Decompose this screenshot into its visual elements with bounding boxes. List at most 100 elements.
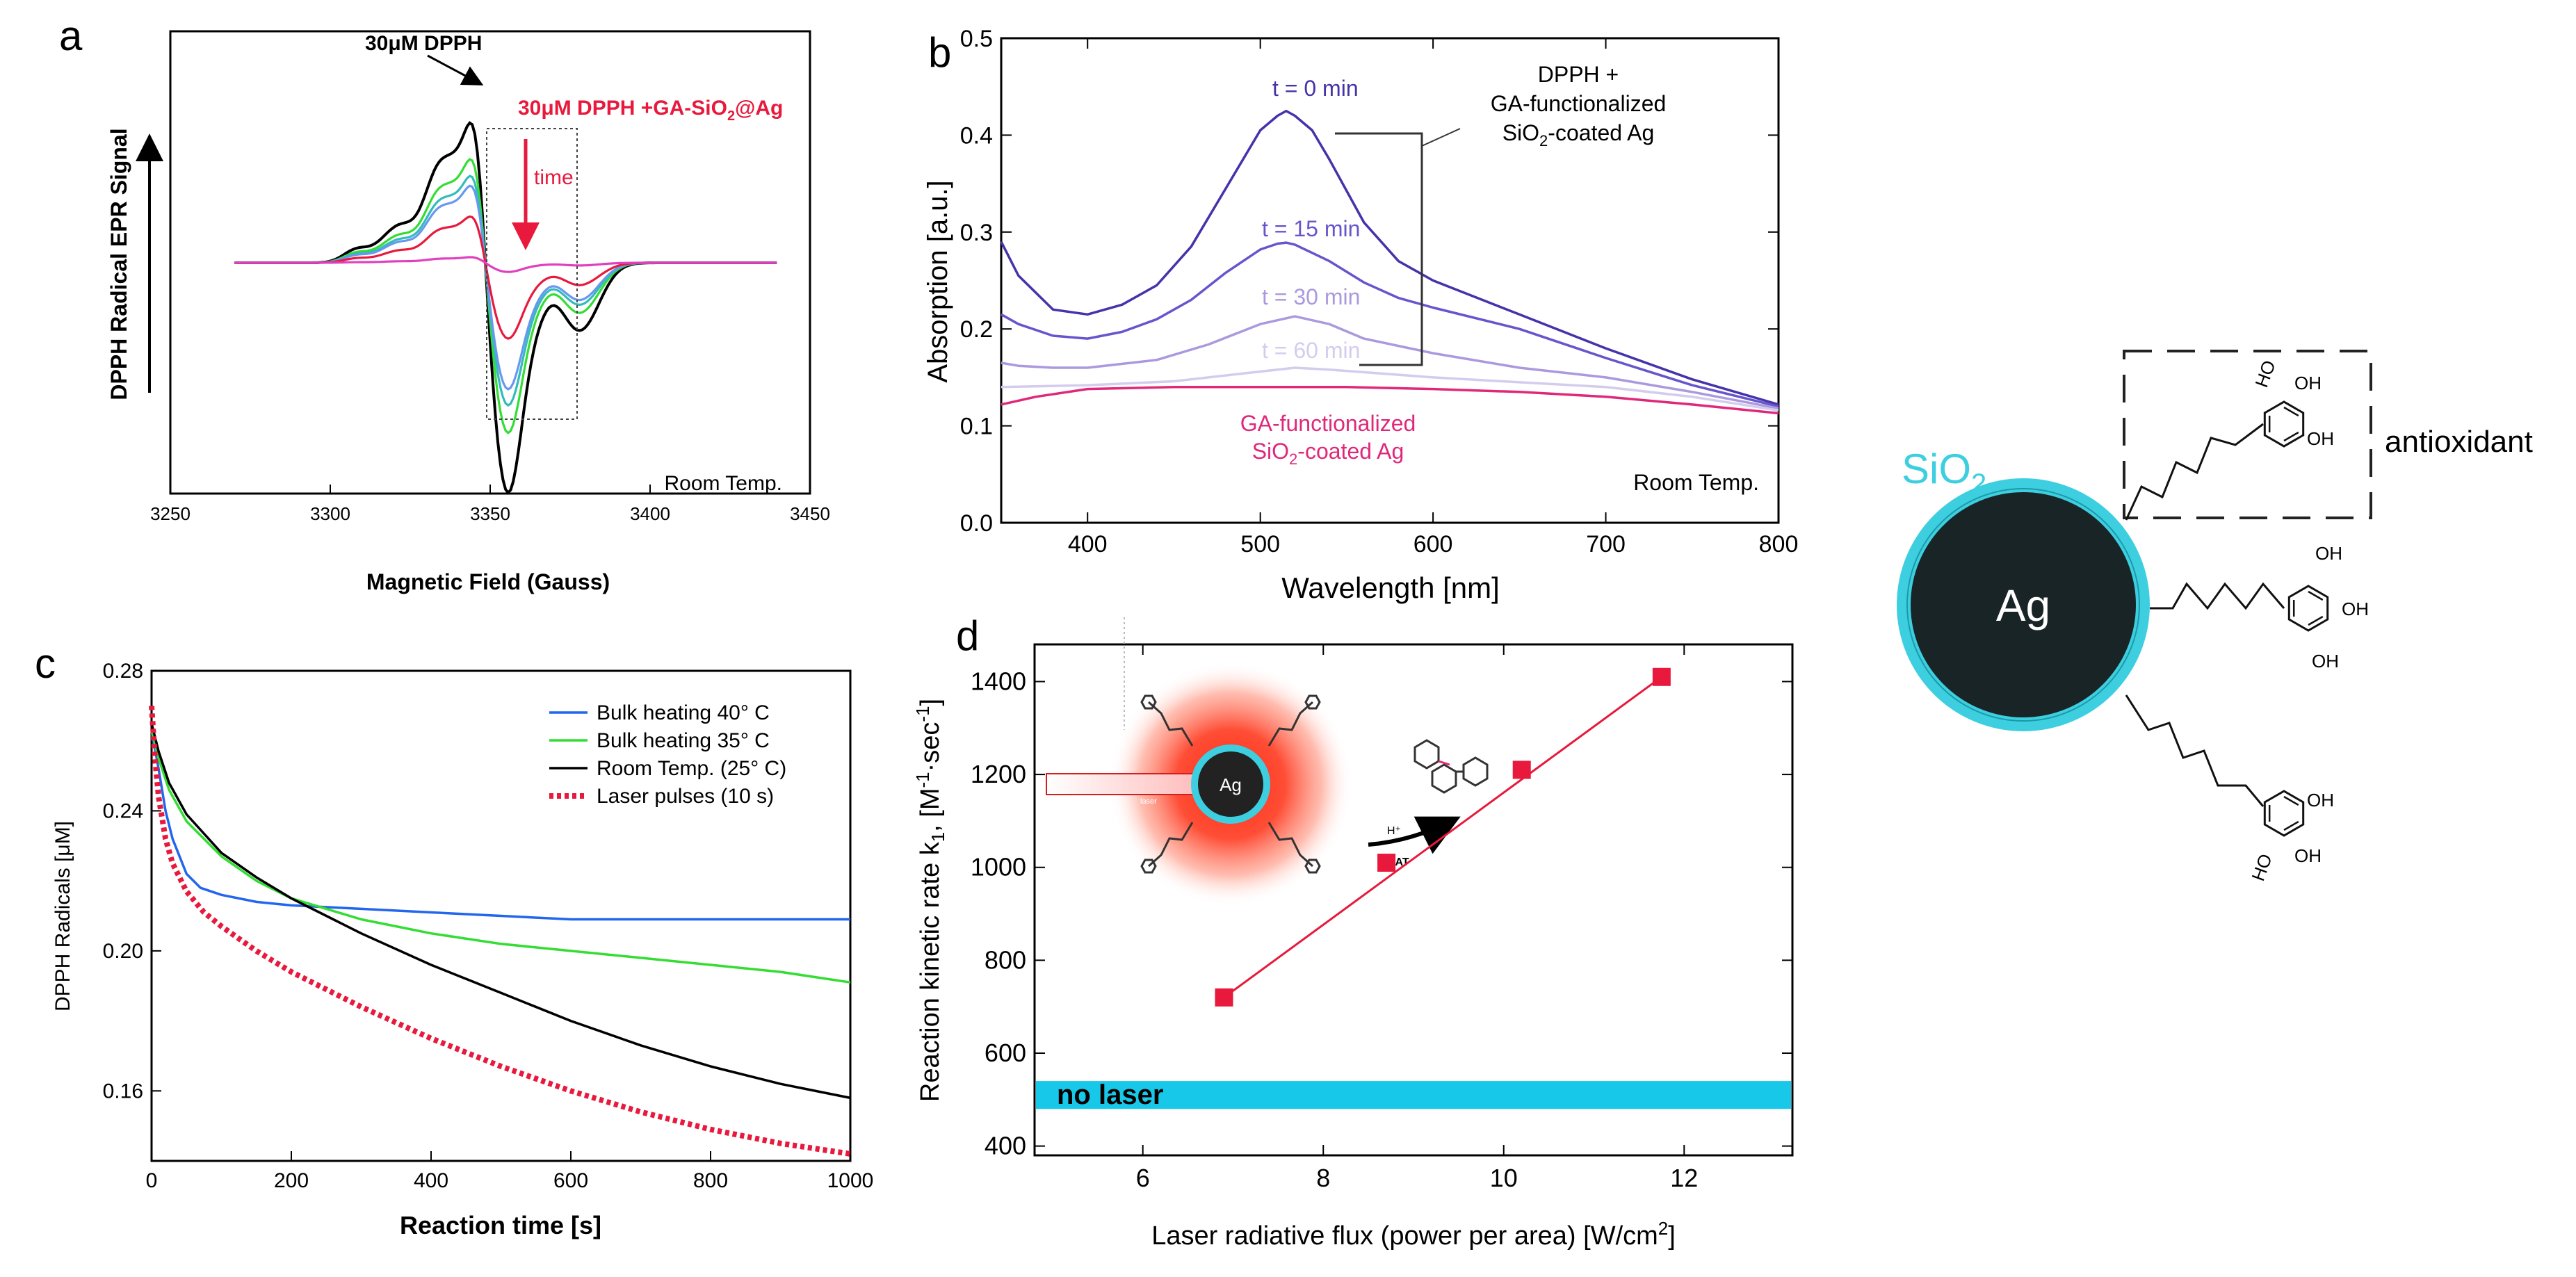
panel-c-ytick-label: 0.20 (103, 940, 143, 963)
panel-d-rate: 6 8 10 12 400 600 800 1000 1200 1400 laser Ag H⁺ … (912, 617, 1794, 1251)
label-t0: t = 0 min (1272, 76, 1359, 101)
panel-d-xtick-label: 6 (1136, 1164, 1150, 1192)
panel-b-ticks: 400 500 600 700 800 0.0 0.1 0.2 0.3 0.4 0.5 (960, 26, 1799, 558)
panel-c-ytick-label: 0.28 (103, 660, 143, 683)
panel-c-ytick-label: 0.16 (103, 1080, 143, 1103)
panel-b-xlabel: Wavelength [nm] (1281, 571, 1500, 604)
label-t60: t = 60 min (1262, 338, 1360, 363)
panel-c-legend-label: Bulk heating 40° C (597, 701, 770, 724)
ligand-double-bond (2283, 406, 2299, 417)
inset-ligand-chain (1267, 701, 1313, 747)
panel-b-ytick-label: 0.3 (960, 220, 993, 246)
panel-d-xtick-label: 10 (1490, 1164, 1518, 1192)
panel-d-ytick-label: 1000 (971, 853, 1026, 881)
ag-core (1911, 492, 2136, 717)
panel-d-ytick-label: 800 (985, 945, 1026, 974)
panel-b-ytick-label: 0.5 (960, 26, 993, 52)
label-t15: t = 15 min (1262, 216, 1360, 241)
panel-a-epr: 3250 3300 3350 3400 3450 DPPH Radical EPR Si… (106, 30, 830, 594)
panel-b-ytick-label: 0.4 (960, 122, 993, 149)
panel-b-ytick-label: 0.0 (960, 510, 993, 537)
inset-ligands (1140, 694, 1321, 874)
ligand-chain (2125, 423, 2264, 521)
panel-b-spectrum (1001, 315, 1779, 410)
panel-a-ga-label: 30μM DPPH +GA-SiO2@Ag (518, 97, 783, 124)
panel-c-legend: Bulk heating 40° C Bulk heating 35° C Room… (549, 701, 786, 808)
inset-laser-label: laser (1140, 797, 1157, 806)
panel-c-xtick-label: 0 (146, 1169, 158, 1192)
panel-letter-a: a (59, 13, 83, 59)
panel-b-legend-pointer (1421, 128, 1461, 147)
panel-a-spectrum (234, 121, 777, 495)
panel-a-xlabel: Magnetic Field (Gauss) (366, 569, 610, 594)
panel-d-point (1377, 854, 1396, 872)
panel-a-spectrum (234, 256, 777, 273)
ligand-chain (2150, 582, 2285, 610)
particle-schematic: Ag SiO2 antioxidant HO OH OH OH OH OH OH OH HO (1897, 350, 2533, 884)
panel-c-xtick-label: 800 (693, 1169, 728, 1192)
ligand-oh-label: OH (2312, 651, 2339, 672)
panel-c-legend-label: Room Temp. (25° C) (597, 757, 786, 780)
ligand-ho-label: HO (2251, 357, 2280, 390)
panel-b-ytick-label: 0.1 (960, 414, 993, 440)
label-t30: t = 30 min (1262, 284, 1360, 309)
panel-a-xtick-label: 3350 (470, 503, 510, 524)
ligand-oh-label: OH (2315, 543, 2342, 564)
antioxidant-label: antioxidant (2385, 425, 2533, 459)
panel-d-ytick-label: 1200 (971, 760, 1026, 788)
panel-letter-b: b (928, 29, 951, 76)
inset-h-label: H⁺ (1387, 825, 1401, 837)
panel-c-xtick-label: 400 (414, 1169, 448, 1192)
panel-d-ytick-label: 400 (985, 1132, 1026, 1160)
panel-b-absorption: 400 500 600 700 800 0.0 0.1 0.2 0.3 0.4 0.5 Absorp… (923, 26, 1798, 604)
panel-c-legend-label: Bulk heating 35° C (597, 729, 770, 752)
panel-b-xtick-label: 600 (1413, 531, 1453, 558)
panel-d-points (1215, 667, 1671, 1007)
panel-a-dpph-label: 30μM DPPH (365, 32, 482, 55)
inset-ligand-chain (1267, 822, 1313, 868)
inset-ag-particle (1191, 745, 1270, 824)
no-laser-band-rect (1036, 1081, 1791, 1109)
panel-c-ticks: 0 200 400 600 800 1000 0.16 0.20 0.24 0.28 (103, 660, 874, 1192)
dpph-molecule-icon (1413, 739, 1489, 794)
ligand-oh-label: OH (2307, 428, 2334, 449)
panel-d-frame (1033, 643, 1794, 1157)
panel-c-xlabel: Reaction time [s] (400, 1211, 601, 1239)
panel-d-ytick-label: 1400 (971, 667, 1026, 695)
panel-a-xtick-label: 3300 (310, 503, 350, 524)
panel-b-spectrum (1001, 366, 1779, 412)
panel-d-fit-line (1223, 676, 1662, 999)
panel-b-ga-line1: GA-functionalized (1240, 411, 1416, 436)
panel-b-ylabel: Absorption [a.u.] (923, 180, 953, 382)
panel-b-xtick-label: 700 (1586, 531, 1626, 558)
ligand-double-bond (2283, 431, 2299, 442)
panel-b-frame (1000, 37, 1780, 524)
ligand-double-bond (2283, 795, 2299, 806)
panel-b-spectrum (1001, 241, 1779, 408)
panel-a-time-label: time (534, 166, 574, 189)
ligand-ho-label: HO (2247, 851, 2276, 884)
panel-b-xtick-label: 400 (1068, 531, 1108, 558)
panel-b-spectra (1000, 109, 1779, 415)
panel-b-legend-line3: SiO2-coated Ag (1502, 120, 1655, 149)
antioxidant-box (2123, 350, 2372, 519)
panel-d-ylabel: Reaction kinetic rate k1, [M-1·sec-1] (912, 699, 948, 1102)
panel-a-xtick-label: 3400 (630, 503, 670, 524)
panel-b-legend-line2: GA-functionalized (1491, 91, 1667, 116)
panel-b-xtick-label: 500 (1240, 531, 1280, 558)
panel-c-curve (150, 730, 851, 984)
panel-d-point (1512, 760, 1531, 779)
panel-d-point (1652, 667, 1671, 686)
ligand-oh-label: OH (2307, 790, 2334, 811)
panel-a-temp-label: Room Temp. (664, 472, 782, 495)
panel-a-xtick-label: 3450 (790, 503, 830, 524)
panel-c-ylabel: DPPH Radicals [μM] (51, 821, 74, 1011)
panel-a-x-ticks: 3250 3300 3350 3400 3450 (150, 485, 830, 524)
inset-ligand-ring (1304, 694, 1321, 710)
panel-d-xlabel: Laser radiative flux (power per area) [W… (1151, 1218, 1676, 1251)
no-laser-band (1036, 1081, 1791, 1109)
panel-c-curve (150, 730, 850, 921)
panel-c-ytick-label: 0.24 (103, 799, 143, 822)
panel-c-curves (149, 706, 851, 1157)
